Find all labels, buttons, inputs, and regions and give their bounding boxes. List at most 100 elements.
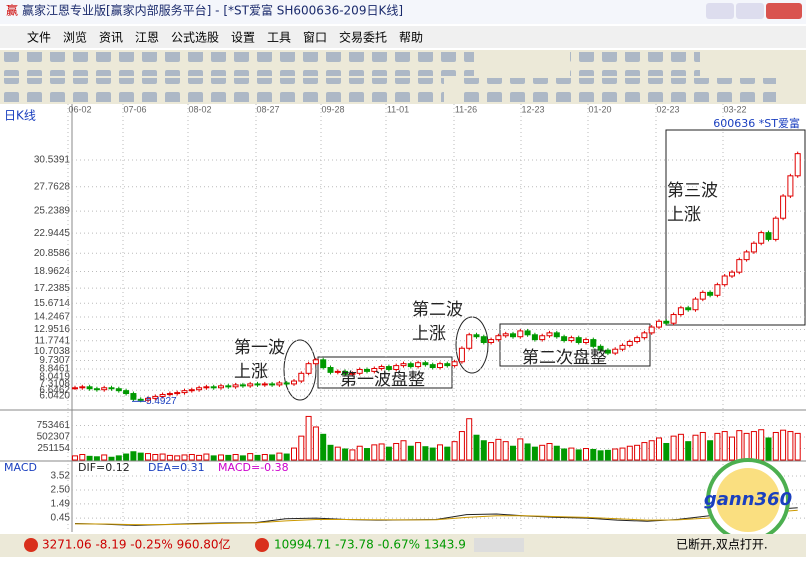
volume-bar xyxy=(524,443,531,461)
candle xyxy=(269,383,276,386)
toolbar-icons[interactable] xyxy=(570,52,700,76)
volume-bar xyxy=(86,455,93,461)
candle xyxy=(612,348,619,354)
annotation: 第一波盘整 xyxy=(340,370,425,390)
volume-bar xyxy=(188,453,195,461)
y-tick-label: 8.8461 xyxy=(39,364,70,375)
candle xyxy=(553,332,560,338)
date-label: 12-23 xyxy=(521,104,544,114)
indicator-label: DIF=0.12 xyxy=(78,461,130,474)
candle xyxy=(137,398,144,401)
candle xyxy=(750,242,757,253)
volume-bar xyxy=(174,455,181,461)
volume-bar xyxy=(444,446,451,461)
annotation: 上涨 xyxy=(412,324,446,344)
volume-bar xyxy=(407,445,414,461)
menu-item[interactable]: 资讯 xyxy=(99,31,123,45)
minimize-button[interactable] xyxy=(706,3,734,19)
volume-bar xyxy=(692,434,699,461)
candle xyxy=(590,339,597,347)
menu-item[interactable]: 设置 xyxy=(231,31,255,45)
date-label: 11-01 xyxy=(387,104,409,114)
volume-bar xyxy=(729,436,735,461)
menu-item[interactable]: 江恩 xyxy=(135,31,159,45)
candle xyxy=(466,334,473,349)
candle xyxy=(130,393,137,400)
candle xyxy=(225,385,232,388)
toolbar-icons[interactable] xyxy=(4,52,474,76)
candle xyxy=(407,363,414,368)
candle xyxy=(473,334,480,338)
status-buttons[interactable] xyxy=(474,538,524,552)
volume-bar xyxy=(619,447,626,461)
y-tick-label: 18.9624 xyxy=(34,266,71,277)
menu-item[interactable]: 公式选股 xyxy=(171,31,219,45)
candle xyxy=(356,368,363,374)
connection-status: 已断开,双点打开. xyxy=(676,537,768,552)
menu-item[interactable]: 帮助 xyxy=(399,31,423,45)
menu-item[interactable]: 窗口 xyxy=(303,31,327,45)
volume-bar xyxy=(101,454,108,461)
candle xyxy=(539,335,546,341)
y-tick-label: 27.7628 xyxy=(34,181,71,192)
volume-bar xyxy=(137,452,144,461)
volume-bar xyxy=(123,453,130,461)
volume-bar xyxy=(385,446,392,461)
volume-bar xyxy=(721,431,728,461)
candle xyxy=(218,385,224,389)
volume-bar xyxy=(685,441,692,461)
candle xyxy=(79,386,86,389)
candle xyxy=(787,175,794,197)
candle xyxy=(188,389,195,392)
annotation: 第二波 xyxy=(412,300,463,320)
date-label: 03-22 xyxy=(723,104,746,114)
y-tick-label: 11.7741 xyxy=(35,335,71,346)
y-tick-label: 25.2389 xyxy=(34,206,71,217)
candle xyxy=(327,367,334,373)
candle xyxy=(670,314,677,324)
annotation: 上涨 xyxy=(234,362,268,382)
annotation: 第一波 xyxy=(234,338,285,358)
sz-index: 10994.71 -73.78 -0.67% 1343.9 xyxy=(274,538,466,552)
candle xyxy=(648,326,655,334)
candle xyxy=(291,380,297,385)
candle xyxy=(86,386,93,390)
toolbar-icons[interactable] xyxy=(4,78,444,102)
volume-bar xyxy=(181,454,188,461)
candle xyxy=(451,361,458,367)
logo-text: gann360 xyxy=(704,489,792,510)
candle xyxy=(422,362,429,366)
menu-item[interactable]: 交易委托 xyxy=(339,30,387,45)
menu-item[interactable]: 工具 xyxy=(267,31,291,45)
volume-bar xyxy=(750,431,757,461)
symbol-label: 600636 *ST爱富 xyxy=(713,116,800,130)
candle xyxy=(166,393,173,396)
toolbar-icons[interactable] xyxy=(456,78,776,102)
volume-bar xyxy=(305,415,312,461)
candle xyxy=(736,259,743,273)
y-tick-label: 8.0419 xyxy=(39,371,70,382)
candle xyxy=(626,341,633,346)
candle xyxy=(758,232,765,244)
menu-item[interactable]: 文件 xyxy=(27,30,51,45)
close-button[interactable] xyxy=(766,3,802,19)
title-bar xyxy=(0,0,806,24)
candle xyxy=(656,320,662,328)
volume-bar xyxy=(473,434,480,461)
volume-bar xyxy=(225,454,232,461)
candle xyxy=(641,332,648,339)
y-tick-label: 20.8586 xyxy=(34,248,71,259)
volume-bar xyxy=(488,442,495,461)
volume-bar xyxy=(510,445,516,461)
menu-item[interactable]: 浏览 xyxy=(63,30,87,45)
annotation-box xyxy=(317,356,453,389)
volume-bar xyxy=(247,453,254,461)
volume-bar xyxy=(152,453,159,461)
candle xyxy=(568,337,575,342)
y-tick-label: 6.0420 xyxy=(39,391,70,402)
y-tick-label: 15.6714 xyxy=(34,298,71,309)
volume-bar xyxy=(356,445,363,461)
maximize-button[interactable] xyxy=(736,3,764,19)
